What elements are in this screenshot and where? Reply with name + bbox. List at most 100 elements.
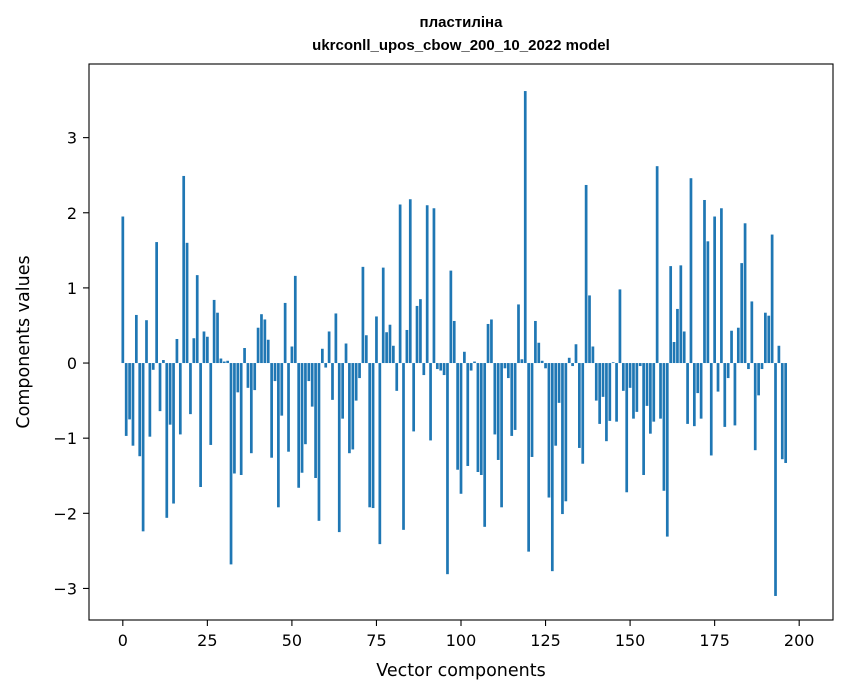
bar xyxy=(172,363,175,504)
bar xyxy=(591,346,595,364)
y-tick-label: −1 xyxy=(53,429,77,448)
bar xyxy=(716,363,720,392)
bar xyxy=(293,275,297,364)
bar xyxy=(236,363,240,393)
bar xyxy=(645,363,649,406)
bar xyxy=(226,360,230,364)
bar xyxy=(770,234,774,364)
bar xyxy=(277,363,280,508)
y-axis-label: Components values xyxy=(14,255,34,428)
bar xyxy=(682,331,686,364)
bar xyxy=(148,363,152,437)
chart-title-line-1: пластиліна xyxy=(420,14,504,31)
bar xyxy=(229,363,233,565)
bar xyxy=(290,346,294,364)
bar xyxy=(121,216,125,364)
bar xyxy=(219,358,223,364)
plot-area-frame xyxy=(88,63,834,621)
bar xyxy=(429,363,432,441)
bar xyxy=(446,363,449,575)
bar xyxy=(547,363,551,498)
bar xyxy=(260,314,263,364)
bar xyxy=(720,208,723,364)
bar xyxy=(405,329,409,364)
bar xyxy=(419,299,422,364)
bar xyxy=(594,363,598,401)
bar xyxy=(398,204,402,364)
bar xyxy=(209,363,213,445)
bar xyxy=(500,363,503,508)
bar xyxy=(662,363,666,491)
bar xyxy=(537,342,541,364)
x-tick-label: 25 xyxy=(197,631,217,650)
bar xyxy=(456,363,459,470)
bar xyxy=(686,363,689,424)
bar xyxy=(564,363,568,502)
bar xyxy=(510,363,514,436)
bar xyxy=(476,363,480,472)
bar xyxy=(757,363,760,396)
bar xyxy=(493,363,497,435)
bar xyxy=(432,208,436,364)
bar xyxy=(222,361,226,364)
bar xyxy=(726,363,730,379)
bar xyxy=(611,362,615,364)
bar xyxy=(233,363,236,474)
bar xyxy=(199,363,202,488)
x-tick-label: 200 xyxy=(784,631,815,650)
y-tick-label: 3 xyxy=(67,129,77,148)
bar xyxy=(392,345,395,364)
x-tick-label: 125 xyxy=(530,631,561,650)
bar xyxy=(608,363,612,421)
bar xyxy=(165,363,169,518)
bar xyxy=(145,320,148,364)
bar xyxy=(588,295,591,364)
bar xyxy=(195,275,199,364)
bar xyxy=(615,363,618,422)
bar xyxy=(659,363,662,419)
bar xyxy=(422,363,426,376)
bar xyxy=(334,313,338,364)
bar xyxy=(425,205,429,364)
bar xyxy=(706,241,710,364)
bar xyxy=(381,267,385,364)
bar xyxy=(463,351,466,364)
bar xyxy=(402,363,405,530)
bar xyxy=(216,312,219,364)
x-axis-label: Vector components xyxy=(376,661,545,681)
y-tick-label: −3 xyxy=(53,579,77,598)
bar xyxy=(307,363,311,382)
bar xyxy=(151,363,155,370)
bar xyxy=(189,363,192,415)
bar xyxy=(138,363,142,457)
bar xyxy=(632,363,635,419)
bar xyxy=(723,363,727,427)
bar xyxy=(408,199,412,364)
bar xyxy=(378,363,382,545)
bar xyxy=(506,363,510,379)
bar xyxy=(527,363,530,552)
bar xyxy=(638,363,642,367)
bar xyxy=(412,363,416,432)
bar xyxy=(324,363,328,368)
bar xyxy=(696,363,700,394)
bar xyxy=(669,266,673,364)
bar xyxy=(168,363,172,425)
bar xyxy=(561,363,564,515)
bar xyxy=(760,363,764,370)
bar xyxy=(256,327,260,364)
bar xyxy=(246,363,250,388)
bar xyxy=(368,363,372,508)
bar xyxy=(212,299,216,364)
bar xyxy=(628,363,632,388)
bar xyxy=(185,242,189,364)
bar xyxy=(740,263,744,364)
bar xyxy=(523,91,527,364)
bar xyxy=(304,363,307,445)
bar xyxy=(331,363,334,400)
bar xyxy=(327,331,331,364)
bar xyxy=(273,363,277,382)
bar xyxy=(263,319,267,364)
bar xyxy=(128,363,131,420)
bar xyxy=(239,363,243,475)
